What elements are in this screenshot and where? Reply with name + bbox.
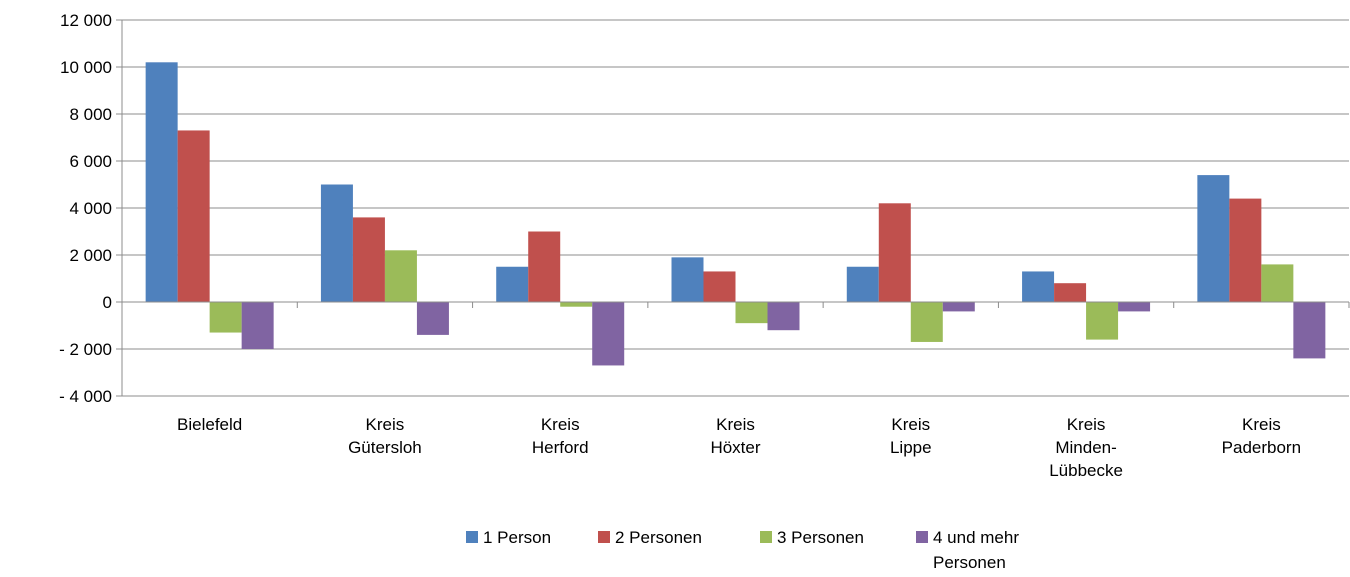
x-tick-label: Kreis Paderborn <box>1222 415 1301 457</box>
bar <box>1054 283 1087 302</box>
bar <box>1261 264 1294 302</box>
legend-swatch <box>916 531 928 543</box>
bar <box>145 62 178 302</box>
x-tick-label: Kreis Herford <box>532 415 589 457</box>
legend-swatch <box>466 531 478 543</box>
x-tick-label: Kreis Lippe <box>890 415 932 457</box>
y-tick-label: - 4 000 <box>59 387 112 406</box>
legend-swatch <box>598 531 610 543</box>
bar <box>1197 175 1230 302</box>
legend-swatch <box>760 531 772 543</box>
bar <box>1086 302 1119 340</box>
bar <box>592 302 625 366</box>
y-tick-label: 6 000 <box>69 152 112 171</box>
gridlines <box>122 19 1349 397</box>
bar <box>910 302 943 342</box>
bar <box>1022 271 1055 302</box>
y-tick-label: 2 000 <box>69 246 112 265</box>
bar <box>767 302 800 331</box>
y-axis: - 4 000 - 2 000 0 2 000 4 000 6 000 8 000 10 00… <box>59 11 123 406</box>
legend-label: 1 Person <box>483 528 551 547</box>
legend-label: 2 Personen <box>615 528 702 547</box>
bar <box>352 217 385 302</box>
bar <box>320 184 353 302</box>
bar <box>735 302 768 324</box>
x-tick-label: Kreis Minden-Lübbecke <box>1049 415 1123 480</box>
bars <box>145 62 1326 366</box>
y-tick-label: 8 000 <box>69 105 112 124</box>
bar <box>528 231 561 302</box>
y-tick-label: 4 000 <box>69 199 112 218</box>
bar <box>560 302 593 307</box>
bar <box>177 130 210 302</box>
bar <box>846 266 879 302</box>
bar <box>671 257 704 302</box>
x-tick-label: Kreis Gütersloh <box>348 415 422 457</box>
bar <box>241 302 274 349</box>
bar <box>209 302 242 333</box>
legend-label: 4 und mehr Personen <box>933 528 1019 572</box>
y-tick-label: 0 <box>103 293 112 312</box>
x-tick-label: Bielefeld <box>177 415 242 434</box>
x-axis: Bielefeld Kreis Gütersloh Kreis Herford Kreis… <box>121 301 1350 480</box>
bar <box>384 250 417 302</box>
bar <box>942 302 975 312</box>
bar <box>1229 198 1262 302</box>
bar <box>496 266 529 302</box>
y-tick-label: 10 000 <box>60 58 112 77</box>
bar <box>878 203 911 302</box>
legend-label: 3 Personen <box>777 528 864 547</box>
legend: 1 Person 2 Personen 3 Personen 4 und mehr Pe… <box>466 528 1019 572</box>
bar <box>703 271 736 302</box>
bar <box>1293 302 1326 359</box>
bar <box>416 302 449 335</box>
y-tick-label: 12 000 <box>60 11 112 30</box>
y-tick-label: - 2 000 <box>59 340 112 359</box>
bar <box>1118 302 1151 312</box>
x-tick-label: Kreis Höxter <box>710 415 760 457</box>
